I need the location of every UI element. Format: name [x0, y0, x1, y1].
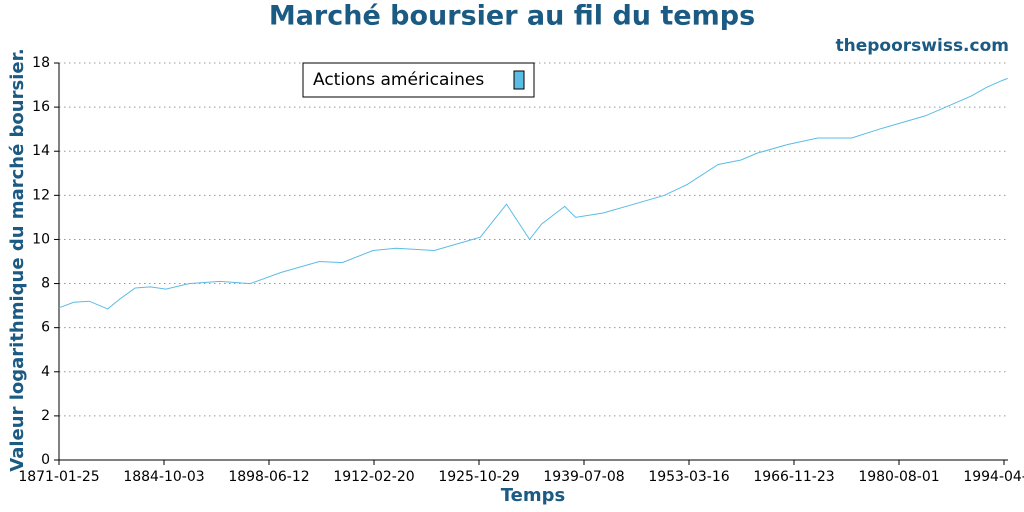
x-tick-label: 1953-03-16: [648, 469, 729, 485]
y-tick-label: 10: [32, 231, 50, 247]
series-line: [58, 77, 1008, 310]
source: thepoorswiss.com: [836, 36, 1010, 56]
y-tick-label: 12: [32, 187, 50, 203]
x-tick-label: 1898-06-12: [228, 469, 309, 485]
y-tick-label: 2: [41, 408, 50, 424]
x-tick-label: 1966-11-23: [753, 469, 834, 485]
legend-label: Actions américaines: [313, 70, 484, 90]
y-axis-label: Valeur logarithmique du marché boursier.: [7, 48, 28, 471]
x-tick-label: 1925-10-29: [438, 469, 519, 485]
chart-title: Marché boursier au fil du temps: [269, 1, 755, 32]
y-tick-label: 0: [41, 452, 50, 468]
y-tick-label: 4: [41, 364, 50, 380]
x-tick-label: 1939-07-08: [543, 469, 624, 485]
x-tick-label: 1980-08-01: [858, 469, 939, 485]
legend-box: [302, 62, 535, 98]
y-tick-label: 14: [32, 143, 50, 159]
legend: Actions américaines: [302, 62, 535, 98]
y-tick-label: 16: [32, 99, 50, 115]
y-tick-label: 6: [41, 320, 50, 336]
x-tick-label: 1994-04-10: [963, 469, 1024, 485]
legend-swatch: [513, 70, 525, 90]
y-tick-label: 8: [41, 276, 50, 292]
x-axis-label: Temps: [501, 485, 565, 506]
x-tick-label: 1871-01-25: [18, 469, 99, 485]
x-tick-label: 1884-10-03: [123, 469, 204, 485]
y-tick-label: 18: [32, 55, 50, 71]
x-tick-label: 1912-02-20: [333, 469, 414, 485]
